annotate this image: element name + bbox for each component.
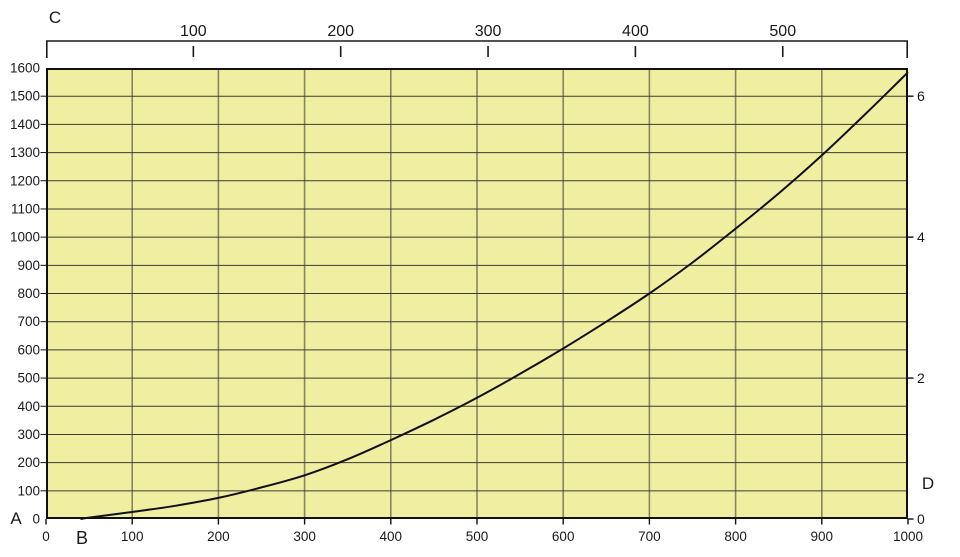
left-tick-label: 1600 bbox=[10, 61, 40, 76]
plot-border bbox=[46, 68, 908, 519]
left-tick-label: 1100 bbox=[11, 201, 40, 216]
left-tick-label: 100 bbox=[17, 483, 40, 498]
right-tick-label: 0 bbox=[917, 511, 925, 527]
top-tick-label: 500 bbox=[769, 23, 796, 40]
bottom-tick-label: 600 bbox=[552, 529, 575, 544]
bottom-tick-label: 300 bbox=[293, 529, 316, 544]
top-axis-label: C bbox=[49, 8, 61, 27]
right-tick-label: 4 bbox=[917, 229, 925, 245]
bottom-axis-label: B bbox=[76, 528, 88, 548]
left-tick-label: 700 bbox=[17, 314, 40, 329]
left-axis-label: A bbox=[10, 509, 22, 528]
left-tick-label: 200 bbox=[17, 455, 40, 470]
left-tick-label: 300 bbox=[17, 427, 40, 442]
bottom-tick-label: 400 bbox=[380, 529, 403, 544]
left-tick-label: 1000 bbox=[10, 230, 40, 245]
top-tick-label: 100 bbox=[180, 23, 207, 40]
bottom-tick-label: 800 bbox=[724, 529, 747, 544]
bottom-tick-label: 1000 bbox=[893, 529, 923, 544]
left-tick-label: 900 bbox=[17, 258, 40, 273]
left-tick-label: 500 bbox=[17, 371, 40, 386]
bottom-tick-label: 0 bbox=[42, 529, 50, 544]
data-curve bbox=[80, 71, 909, 520]
left-tick-label: 1200 bbox=[10, 173, 40, 188]
bottom-tick-label: 500 bbox=[466, 529, 489, 544]
top-tick-label: 200 bbox=[327, 23, 354, 40]
top-tick-label: 400 bbox=[622, 23, 649, 40]
left-tick-label: 1500 bbox=[10, 89, 40, 104]
right-axis-label: D bbox=[922, 474, 934, 493]
right-tick-label: 2 bbox=[917, 370, 925, 386]
top-tick-label: 300 bbox=[475, 23, 502, 40]
bottom-tick-label: 900 bbox=[811, 529, 834, 544]
left-tick-label: 400 bbox=[17, 399, 40, 414]
bottom-tick-label: 700 bbox=[638, 529, 661, 544]
left-tick-label: 800 bbox=[17, 286, 40, 301]
right-tick-label: 6 bbox=[917, 88, 925, 104]
bottom-tick-label: 100 bbox=[121, 529, 144, 544]
left-tick-label: 600 bbox=[17, 342, 40, 357]
left-tick-label: 1300 bbox=[10, 145, 40, 160]
left-tick-label: 0 bbox=[32, 512, 40, 527]
left-tick-label: 1400 bbox=[10, 117, 40, 132]
bottom-tick-label: 200 bbox=[207, 529, 230, 544]
